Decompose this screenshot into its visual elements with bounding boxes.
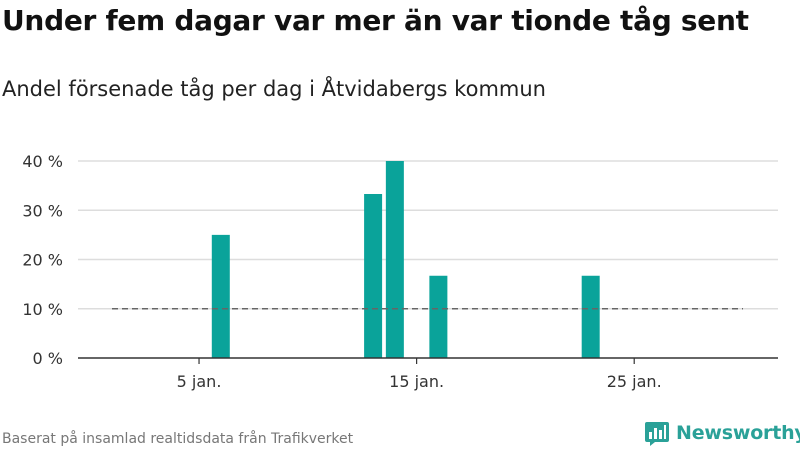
y-tick-label: 20 % — [22, 251, 63, 270]
y-tick-label: 10 % — [22, 300, 63, 319]
y-tick-label: 0 % — [33, 349, 63, 368]
bar — [211, 234, 230, 358]
brand-logo: Newsworthy — [644, 420, 800, 446]
x-tick-label: 25 jan. — [607, 372, 662, 391]
bar — [385, 161, 404, 358]
source-note: Baserat på insamlad realtidsdata från Tr… — [2, 431, 354, 447]
x-tick-label: 15 jan. — [389, 372, 444, 391]
y-tick-label: 40 % — [22, 152, 63, 171]
chart-subtitle: Andel försenade tåg per dag i Åtvidaberg… — [2, 77, 546, 101]
y-tick-label: 30 % — [22, 201, 63, 220]
chart-title: Under fem dagar var mer än var tionde tå… — [2, 4, 749, 37]
bar — [429, 275, 448, 358]
x-tick-label: 5 jan. — [177, 372, 222, 391]
brand-name: Newsworthy — [676, 422, 800, 444]
bar — [364, 193, 383, 358]
bar — [581, 275, 600, 358]
newsworthy-logo-icon — [645, 422, 669, 446]
